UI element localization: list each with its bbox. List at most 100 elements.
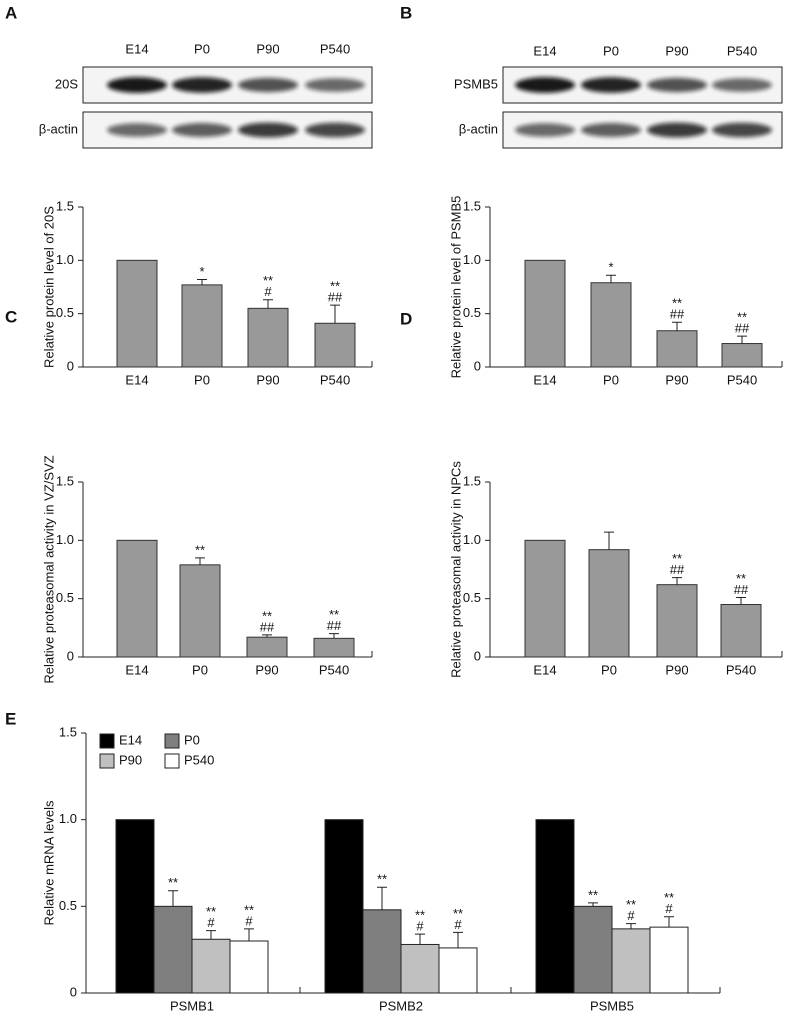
significance-label: ** xyxy=(588,887,598,902)
bar xyxy=(314,322,356,368)
y-tick-label: 0 xyxy=(474,358,481,373)
significance-label: # xyxy=(627,908,635,923)
y-tick-label: 1.5 xyxy=(59,724,77,739)
significance-label: ** xyxy=(329,607,339,622)
error-bar xyxy=(664,916,674,928)
significance-label: ## xyxy=(327,618,342,633)
error-bar xyxy=(262,634,272,638)
y-tick-label: 1.5 xyxy=(56,473,74,488)
blot-band xyxy=(305,78,365,92)
bar xyxy=(115,819,155,994)
significance-label: ** xyxy=(736,571,746,586)
bar xyxy=(313,637,355,658)
blot-row-label: β-actin xyxy=(459,121,498,136)
y-tick-label: 1.5 xyxy=(56,198,74,213)
y-tick-label: 0.5 xyxy=(56,305,74,320)
y-axis-label: Relative proteasomal activity in VZ/SVZ xyxy=(41,455,56,683)
error-bar xyxy=(606,274,616,283)
legend-label: P90 xyxy=(119,752,142,767)
lane-label: P540 xyxy=(320,41,350,56)
x-tick-label: P540 xyxy=(319,662,349,677)
significance-label: ## xyxy=(670,307,685,322)
x-tick-label: P540 xyxy=(727,372,757,387)
x-tick-label: P0 xyxy=(603,372,619,387)
bar xyxy=(720,604,762,658)
bar xyxy=(229,940,269,994)
blot-band xyxy=(581,123,641,137)
y-axis-label: Relative mRNA levels xyxy=(41,800,56,925)
error-bar xyxy=(329,633,339,639)
x-tick-label: P0 xyxy=(194,372,210,387)
legend-swatch xyxy=(164,733,180,749)
significance-label: ** xyxy=(453,906,463,921)
x-tick-label: P90 xyxy=(256,372,279,387)
error-bar xyxy=(377,886,387,910)
significance-label: ## xyxy=(735,321,750,336)
x-tick-label: P90 xyxy=(255,662,278,677)
bar xyxy=(181,284,223,368)
significance-label: ## xyxy=(328,290,343,305)
y-tick-label: 0 xyxy=(67,358,74,373)
bar xyxy=(179,564,221,658)
blot-band xyxy=(107,77,167,93)
x-tick-label: E14 xyxy=(125,662,148,677)
significance-label: # xyxy=(245,913,253,928)
significance-label: ** xyxy=(195,542,205,557)
y-tick-label: 0.5 xyxy=(59,898,77,913)
bar xyxy=(116,259,158,368)
error-bar xyxy=(197,279,207,285)
x-tick-label: P540 xyxy=(320,372,350,387)
blot-band xyxy=(581,77,641,93)
significance-label: ## xyxy=(670,562,685,577)
panel-label: D xyxy=(400,309,412,328)
bar xyxy=(191,938,231,994)
lane-label: E14 xyxy=(125,41,148,56)
legend-label: P0 xyxy=(184,732,200,747)
lane-label: E14 xyxy=(533,43,556,58)
significance-label: ** xyxy=(262,608,272,623)
significance-label: ** xyxy=(626,897,636,912)
significance-label: ** xyxy=(672,551,682,566)
bar xyxy=(535,819,575,994)
error-bar xyxy=(244,928,254,941)
bar xyxy=(656,330,698,368)
legend-swatch xyxy=(164,753,180,769)
x-tick-label: E14 xyxy=(125,372,148,387)
legend-swatch xyxy=(99,733,115,749)
legend-swatch xyxy=(99,753,115,769)
bar xyxy=(590,282,632,368)
y-tick-label: 1.0 xyxy=(463,252,481,267)
blot-band xyxy=(712,122,772,138)
significance-label: ** xyxy=(206,904,216,919)
bar xyxy=(588,549,630,658)
lane-label: P0 xyxy=(194,41,210,56)
bar xyxy=(438,947,478,994)
significance-label: ** xyxy=(377,872,387,887)
lane-label: P0 xyxy=(603,43,619,58)
blot-band xyxy=(647,77,707,93)
significance-label: # xyxy=(264,284,272,299)
y-tick-label: 0 xyxy=(474,648,481,663)
significance-label: # xyxy=(665,901,673,916)
bar xyxy=(649,926,689,994)
significance-label: * xyxy=(199,264,204,279)
y-tick-label: 1.5 xyxy=(463,198,481,213)
bar xyxy=(324,819,364,994)
y-axis-label: Relative protein level of PSMB5 xyxy=(448,196,463,379)
blot-band xyxy=(238,77,298,93)
significance-label: ** xyxy=(664,890,674,905)
lane-label: P540 xyxy=(727,43,757,58)
bar xyxy=(116,539,158,658)
significance-label: # xyxy=(207,915,215,930)
bar xyxy=(611,928,651,994)
y-tick-label: 0 xyxy=(67,648,74,663)
blot-band xyxy=(172,123,232,137)
y-tick-label: 0.5 xyxy=(56,590,74,605)
significance-label: # xyxy=(416,919,424,934)
significance-label: ## xyxy=(260,619,275,634)
x-tick-label: PSMB2 xyxy=(379,998,423,1013)
error-bar xyxy=(168,890,178,907)
panel-label: A xyxy=(5,3,17,22)
blot-band xyxy=(712,78,772,92)
